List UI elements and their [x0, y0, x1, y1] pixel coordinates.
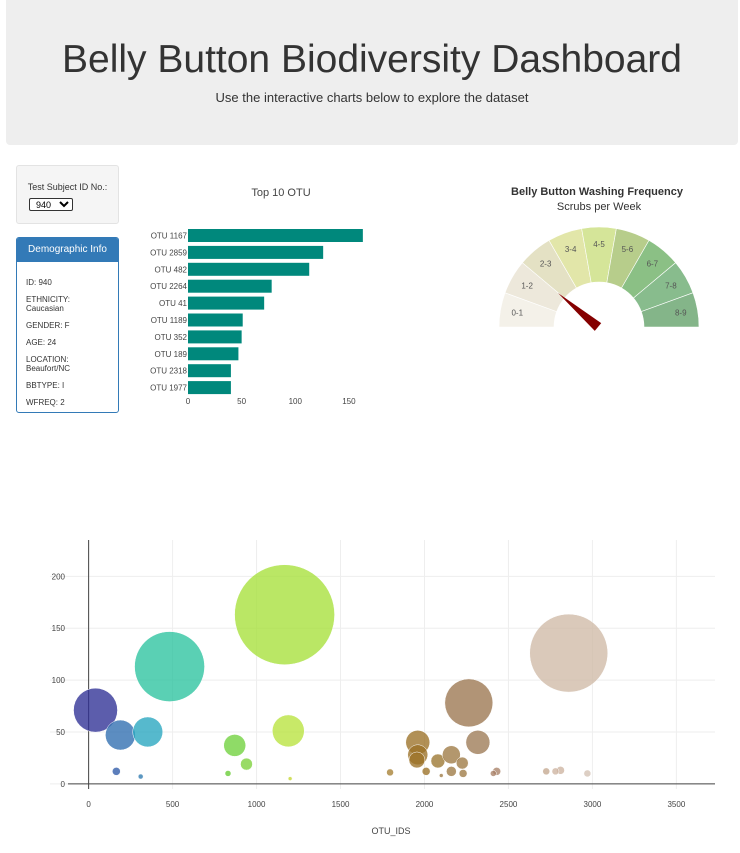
gauge-needle [558, 293, 602, 331]
gauge-segment-label: 6-7 [647, 259, 659, 268]
bubble-x-tick-label: 2500 [500, 800, 518, 809]
bubble-x-tick-label: 1000 [248, 800, 266, 809]
bubble [112, 767, 121, 776]
bar [188, 381, 231, 395]
bar [188, 296, 265, 310]
gauge-segment-label: 5-6 [622, 245, 634, 254]
demo-line-age: AGE: 24 [26, 338, 57, 347]
bar-x-tick-label: 50 [237, 397, 246, 406]
bubble [73, 687, 118, 733]
bar [188, 347, 239, 361]
page-title: Belly Button Biodiversity Dashboard [62, 38, 682, 81]
demographic-info-title: Demographic Info [17, 238, 118, 262]
bubble [272, 714, 305, 748]
gauge-segment-label: 7-8 [665, 282, 677, 291]
bar [188, 262, 310, 276]
bubble-x-tick-label: 1500 [332, 800, 350, 809]
bubble [444, 678, 494, 728]
bubble [458, 769, 468, 778]
bubble [551, 767, 560, 776]
bubble-x-tick-label: 2000 [416, 800, 434, 809]
bar-category-label: OTU 482 [155, 265, 188, 274]
demo-line-bbtype: BBTYPE: I [26, 381, 65, 390]
bubble [408, 751, 426, 769]
demographic-info-body: ID: 940 ETHNICITY: Caucasian GENDER: F A… [26, 278, 86, 415]
bubble [134, 631, 205, 702]
bubble [439, 773, 444, 778]
gauge-segment-label: 4-5 [593, 240, 605, 249]
bar-category-label: OTU 352 [155, 333, 188, 342]
bubble [456, 756, 469, 770]
bubble [542, 767, 550, 776]
bar-category-label: OTU 41 [159, 299, 188, 308]
gauge-segment-label: 2-3 [540, 259, 552, 268]
demo-line-ethnicity: ETHNICITY: Caucasian [26, 295, 71, 313]
bubble [465, 730, 491, 755]
bar [188, 364, 231, 378]
washing-frequency-gauge: Belly Button Washing Frequency Scrubs pe… [498, 186, 700, 331]
top10-otu-bar-chart: Top 10 OTU OTU 1167 OTU 2859 OTU 482 OTU 22… [150, 187, 363, 406]
subject-id-select[interactable]: 940 [29, 198, 73, 211]
subject-selector-panel: Test Subject ID No.: 940 [16, 165, 119, 224]
bar [188, 279, 272, 293]
bubble-y-tick-label: 50 [56, 728, 65, 737]
bubble [583, 769, 592, 778]
bubble [442, 745, 461, 765]
bubble-y-tick-label: 150 [52, 624, 66, 633]
bar-x-tick-label: 100 [289, 397, 303, 406]
bubble-x-tick-label: 3000 [584, 800, 602, 809]
header-banner: Belly Button Biodiversity Dashboard Use … [6, 0, 738, 145]
bubble [386, 768, 394, 777]
bubble [234, 564, 335, 665]
demo-line-id: ID: 940 [26, 278, 52, 287]
bubble [490, 770, 497, 777]
bubble [137, 773, 144, 780]
page-subtitle: Use the interactive charts below to expl… [215, 90, 529, 105]
bubble [105, 719, 136, 751]
bubble [223, 734, 246, 757]
bubble-x-tick-label: 500 [166, 800, 180, 809]
gauge-segment-label: 1-2 [521, 282, 533, 291]
gauge-subtitle: Scrubs per Week [557, 201, 642, 213]
demographic-info-panel: Demographic Info ID: 940 ETHNICITY: Cauc… [16, 237, 119, 413]
demo-line-wfreq: WFREQ: 2 [26, 398, 65, 407]
bubble [132, 716, 163, 748]
gauge-segment [640, 292, 700, 328]
bubble-x-tick-label: 0 [86, 800, 91, 809]
bar [188, 330, 242, 344]
demo-line-location: LOCATION: Beaufort/NC [26, 355, 71, 373]
bubble-x-tick-label: 3500 [667, 800, 685, 809]
bar-category-label: OTU 2318 [150, 367, 187, 376]
bar-chart-title: Top 10 OTU [251, 187, 310, 199]
gauge-segment-label: 0-1 [511, 309, 523, 318]
bubble [446, 766, 457, 777]
bubble-y-tick-label: 200 [52, 572, 66, 581]
bar-category-label: OTU 1189 [151, 316, 188, 325]
bar-category-label: OTU 189 [155, 350, 188, 359]
gauge-segment-label: 8-9 [675, 309, 687, 318]
bar [188, 229, 363, 242]
bar-x-tick-label: 0 [186, 397, 191, 406]
gauge-segment-label: 3-4 [565, 245, 577, 254]
bubble [421, 767, 431, 776]
subject-selector-label: Test Subject ID No.: [27, 182, 108, 192]
bar-category-label: OTU 1167 [151, 232, 188, 241]
bubble [287, 776, 293, 781]
bar [188, 313, 243, 327]
bubble [529, 613, 608, 693]
bar-category-label: OTU 2859 [150, 248, 187, 257]
bar-category-label: OTU 2264 [150, 282, 187, 291]
bubble [224, 770, 232, 777]
bar-x-tick-label: 150 [342, 397, 356, 406]
bubble [240, 757, 253, 771]
bubble-x-axis-label: OTU_IDS [371, 826, 410, 836]
bar-category-label: OTU 1977 [150, 384, 187, 393]
gauge-title: Belly Button Washing Frequency [511, 186, 684, 198]
bar [188, 245, 324, 259]
otu-bubble-chart: OTU_IDS 0 500 1000 1500 2000 2500 3000 3500 0 50 1… [50, 540, 715, 836]
bubble-y-tick-label: 100 [52, 676, 66, 685]
demo-line-gender: GENDER: F [26, 321, 70, 330]
bubble-y-tick-label: 0 [61, 780, 66, 789]
